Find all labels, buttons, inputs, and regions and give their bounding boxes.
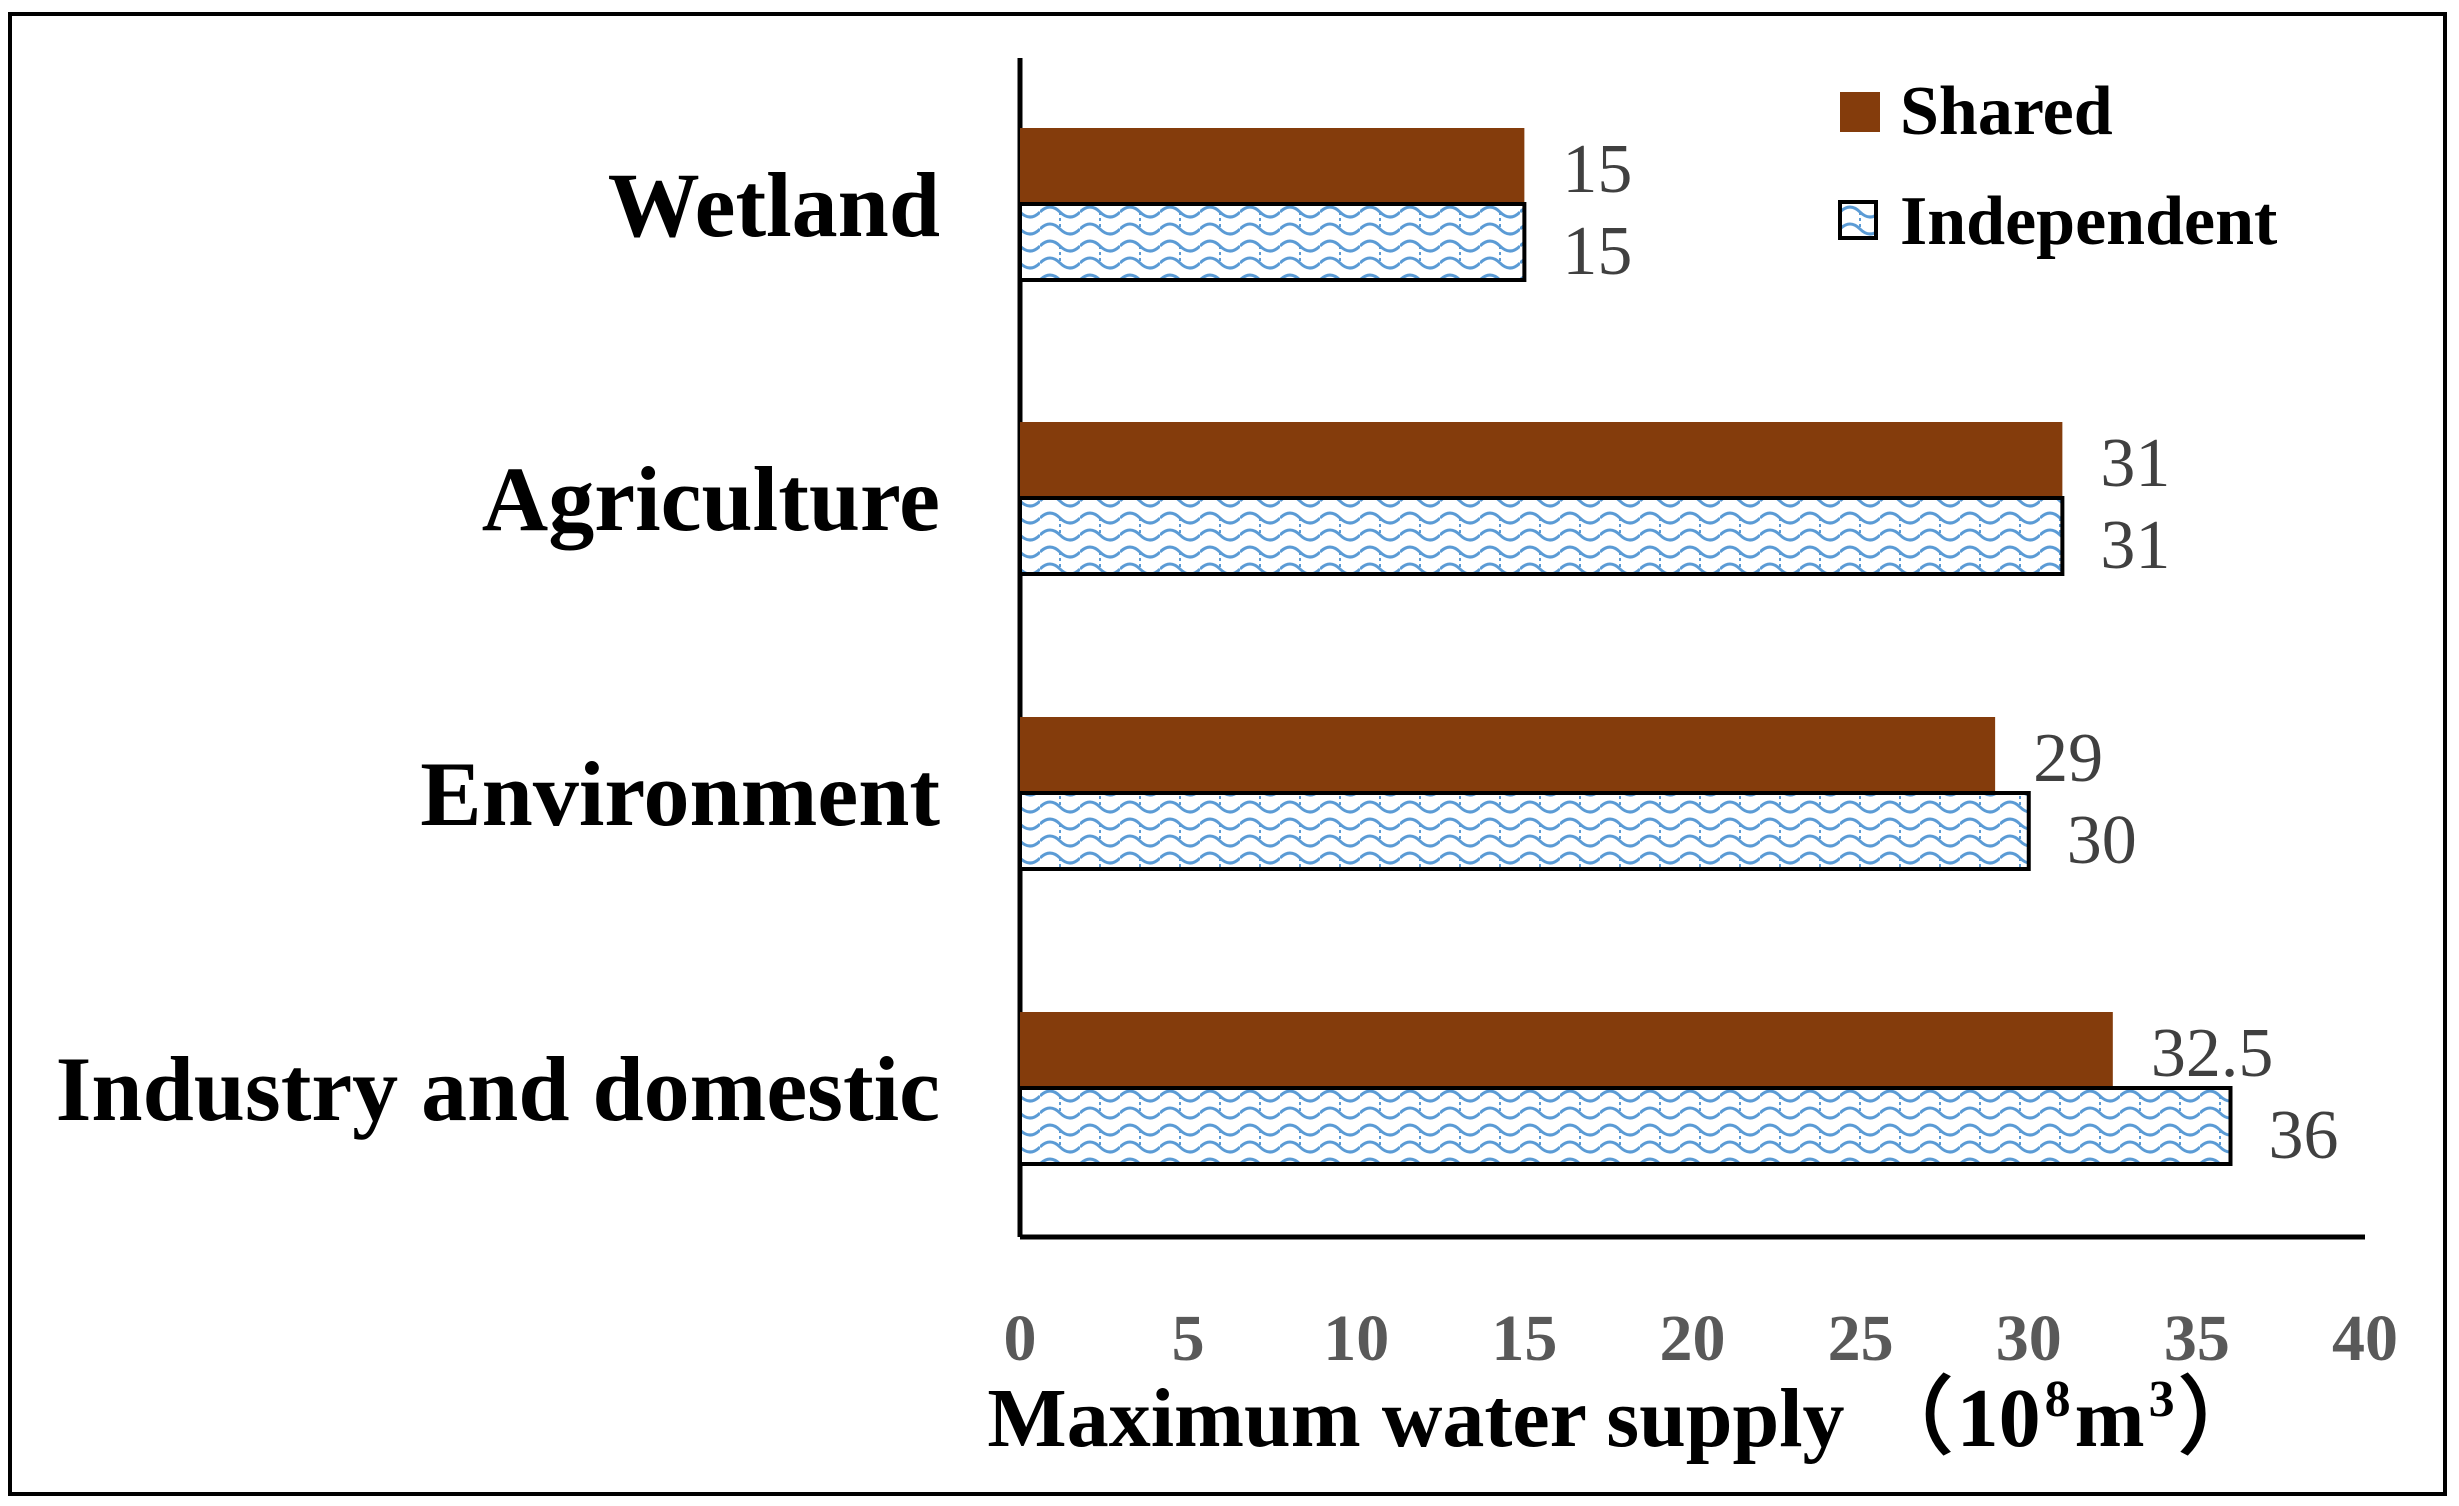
x-tick-label: 15 (1491, 1302, 1557, 1375)
x-tick-label: 5 (1172, 1302, 1205, 1375)
x-axis-unit-open: （ (1869, 1372, 1953, 1465)
bar-shared (1020, 422, 2063, 498)
x-axis-unit-exp2: 3 (2149, 1371, 2175, 1428)
data-label-shared: 32.5 (2151, 1015, 2274, 1092)
x-tick-label: 30 (1996, 1302, 2062, 1375)
x-axis-title: Maximum water supply （ 10 8 m 3 ） (987, 1371, 2262, 1465)
bar-independent (1018, 496, 2065, 576)
x-tick-label: 35 (2164, 1302, 2230, 1375)
x-axis-title-text: Maximum water supply (987, 1372, 1844, 1465)
data-label-independent: 15 (1562, 213, 1632, 290)
svg-text:Maximum water supply （: Maximum water supply （ 10 8 m 3 ） (987, 1371, 2262, 1465)
bar-shared (1020, 128, 1525, 204)
legend: Shared Independent (1838, 73, 2277, 260)
data-label-independent: 36 (2269, 1097, 2339, 1174)
legend-label-shared: Shared (1900, 73, 2113, 150)
x-tick-label: 10 (1323, 1302, 1389, 1375)
category-label: Environment (420, 743, 940, 845)
legend-swatch-shared (1840, 92, 1880, 132)
bar-shared (1020, 1012, 2113, 1088)
x-axis-unit-exp: 8 (2045, 1371, 2071, 1428)
legend-swatch-independent (1838, 200, 1878, 240)
legend-label-independent: Independent (1900, 183, 2277, 260)
x-axis-unit-base: 10 (1957, 1372, 2041, 1465)
data-label-independent: 30 (2067, 802, 2137, 879)
x-tick-label: 25 (1828, 1302, 1894, 1375)
category-label: Industry and domestic (56, 1038, 940, 1140)
data-label-shared: 31 (2100, 425, 2170, 502)
x-axis-unit-close: ） (2179, 1372, 2263, 1465)
bar-independent (1018, 1086, 2233, 1166)
category-label: Wetland (608, 154, 940, 256)
x-tick-label: 20 (1660, 1302, 1726, 1375)
data-label-independent: 31 (2100, 507, 2170, 584)
bar-independent (1018, 202, 1527, 282)
bar-shared (1020, 717, 1996, 793)
data-label-shared: 29 (2033, 720, 2103, 797)
x-tick-label: 0 (1004, 1302, 1037, 1375)
category-label: Agriculture (482, 448, 940, 550)
bar-independent (1018, 791, 2031, 871)
x-tick-label: 40 (2332, 1302, 2398, 1375)
chart-border (8, 12, 2447, 1496)
data-label-shared: 15 (1562, 131, 1632, 208)
x-axis-unit-mid: m (2075, 1372, 2145, 1465)
